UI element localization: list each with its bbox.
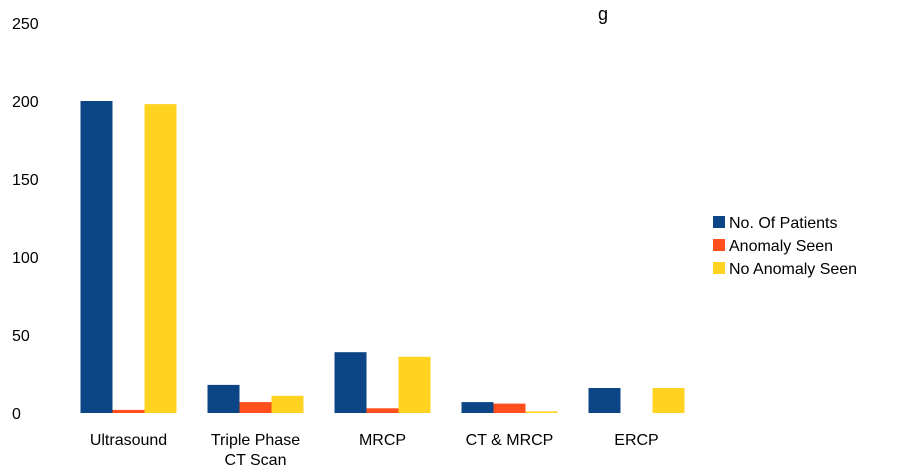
x-category-label: Triple Phase CT Scan xyxy=(211,432,300,468)
legend-label: No Anomaly Seen xyxy=(729,261,857,278)
bar-anomaly-seen-2 xyxy=(366,408,399,413)
legend-swatch xyxy=(713,239,725,251)
bar-no-anomaly-seen-1 xyxy=(271,395,304,413)
x-category-label: Ultrasound xyxy=(90,432,167,449)
y-tick-label: 100 xyxy=(12,250,39,267)
bar-anomaly-seen-0 xyxy=(112,409,145,413)
legend-swatch xyxy=(713,216,725,228)
y-axis: 0 50 100 150 200 250 xyxy=(12,16,39,423)
bar-no-anomaly-seen-3 xyxy=(525,411,558,413)
bar-no-anomaly-seen-0 xyxy=(144,104,177,413)
y-tick-label: 0 xyxy=(12,406,21,423)
bar-anomaly-seen-3 xyxy=(493,403,526,413)
legend-swatch xyxy=(713,262,725,274)
bar-anomaly-seen-1 xyxy=(239,402,272,413)
y-tick-label: 250 xyxy=(12,16,39,33)
bar-no-anomaly-seen-2 xyxy=(398,356,431,413)
bar-no-anomaly-seen-4 xyxy=(652,388,685,413)
bar-no-of-patients-0 xyxy=(80,101,113,413)
bar-no-of-patients-2 xyxy=(334,352,367,413)
bar-no-of-patients-3 xyxy=(461,402,494,413)
bar-no-of-patients-4 xyxy=(588,388,621,413)
legend: No. Of Patients Anomaly Seen No Anomaly Se… xyxy=(713,215,857,278)
y-tick-label: 50 xyxy=(12,328,30,345)
y-tick-label: 150 xyxy=(12,172,39,189)
legend-label: No. Of Patients xyxy=(729,215,838,232)
x-category-label: ERCP xyxy=(614,432,658,449)
bar-no-of-patients-1 xyxy=(207,384,240,413)
chart-title-fragment: g xyxy=(598,4,608,24)
plot-area xyxy=(80,101,685,413)
x-category-label: MRCP xyxy=(359,432,406,449)
y-tick-label: 200 xyxy=(12,94,39,111)
legend-label: Anomaly Seen xyxy=(729,238,833,255)
x-category-label: CT & MRCP xyxy=(466,432,554,449)
x-axis: Ultrasound Triple Phase CT Scan MRCP CT & MR… xyxy=(90,432,659,468)
